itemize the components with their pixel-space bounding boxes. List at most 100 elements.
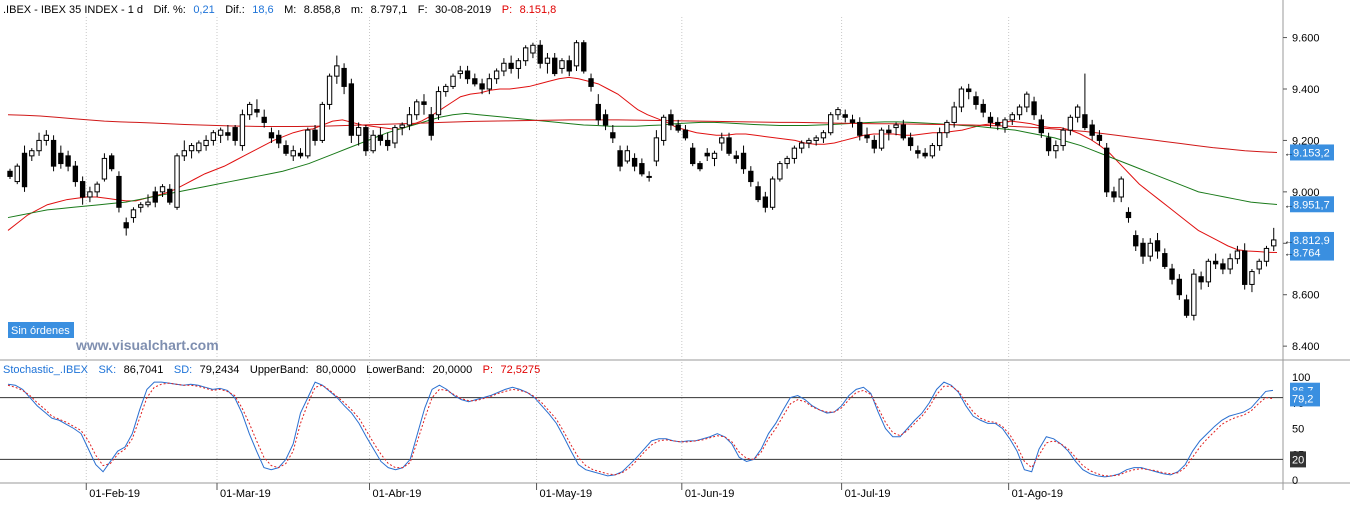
stoch-tick-label: 0	[1292, 475, 1298, 487]
price-tag-label: 9.153,2	[1293, 147, 1330, 159]
candle	[639, 163, 645, 175]
month-label: 01-Feb-19	[89, 488, 140, 500]
candle	[1133, 235, 1139, 247]
candle	[109, 155, 115, 170]
candle	[334, 65, 340, 77]
candle	[1111, 191, 1117, 198]
month-label: 01-Ago-19	[1012, 488, 1063, 500]
candle	[835, 109, 841, 116]
dif-pct-value: 0,21	[193, 4, 214, 16]
dif-label: Dif.:	[225, 4, 245, 16]
candle	[1104, 147, 1110, 193]
candle	[929, 145, 936, 157]
candle	[486, 78, 493, 90]
candle	[1249, 271, 1255, 285]
candle	[1242, 250, 1248, 285]
candle	[878, 129, 885, 149]
candle	[559, 60, 565, 69]
stoch-value-tag	[1290, 390, 1320, 407]
candle	[697, 163, 703, 170]
candle	[849, 119, 856, 123]
candle	[435, 91, 442, 116]
candle	[167, 188, 173, 203]
candle	[1016, 106, 1023, 116]
candle	[217, 129, 224, 136]
stoch-sd-value: 79,2434	[200, 364, 240, 376]
candle	[1060, 129, 1066, 147]
candle	[1147, 242, 1153, 257]
price-tag-label: 8.951,7	[1293, 199, 1330, 211]
candle	[145, 201, 151, 206]
candle	[762, 196, 769, 208]
candle	[1031, 101, 1037, 116]
candle	[1205, 260, 1212, 283]
candle	[370, 134, 376, 152]
stoch-value-label: 79,2	[1292, 393, 1313, 405]
candle	[29, 150, 35, 157]
candle	[79, 181, 86, 198]
candle	[7, 170, 13, 177]
candle	[653, 137, 660, 162]
stoch-series-sd	[7, 382, 1274, 477]
stoch-upper-value: 80,0000	[316, 364, 356, 376]
candle	[602, 114, 609, 126]
candle	[479, 83, 485, 90]
stoch-name: Stochastic_.IBEX	[3, 364, 89, 376]
candle	[915, 150, 921, 154]
candle	[1227, 258, 1233, 270]
candle	[1162, 253, 1168, 267]
candle	[922, 152, 928, 157]
candle	[791, 147, 798, 159]
candle	[828, 114, 834, 134]
candle	[1234, 250, 1241, 260]
candle	[813, 137, 819, 141]
price-tag	[1290, 231, 1334, 248]
stochastic-lines	[0, 381, 1283, 478]
candle	[566, 60, 572, 72]
candle	[501, 62, 507, 72]
candle	[1096, 134, 1103, 141]
candle	[682, 129, 689, 139]
candle	[348, 83, 355, 136]
candle	[1082, 114, 1088, 129]
candle	[341, 67, 347, 87]
candle	[581, 42, 587, 72]
candle	[159, 186, 166, 193]
stoch-value-label: 20	[1292, 454, 1304, 466]
stoch-tick-label: 100	[1292, 372, 1310, 384]
candle	[668, 114, 674, 126]
candle	[421, 101, 427, 105]
candle	[1169, 268, 1175, 280]
candle	[305, 129, 311, 157]
stoch-sd-label: SD:	[174, 364, 192, 376]
candle	[995, 121, 1001, 126]
max-value: 8.858,8	[304, 4, 341, 16]
candle	[414, 101, 420, 116]
candle	[493, 70, 500, 80]
candle	[987, 116, 994, 123]
candle	[588, 78, 594, 87]
candle	[384, 139, 391, 147]
candle	[1212, 260, 1219, 265]
month-label: 01-May-19	[540, 488, 593, 500]
candle	[733, 155, 739, 159]
candle	[457, 70, 463, 75]
candle	[508, 62, 514, 69]
candle	[101, 157, 108, 180]
candle	[1263, 247, 1270, 262]
candle	[188, 145, 195, 152]
candle	[907, 137, 914, 147]
candle	[443, 85, 449, 93]
price-tag-arrow: ←	[1284, 148, 1294, 159]
candle	[966, 88, 972, 93]
candle	[1198, 276, 1204, 283]
candle	[14, 165, 20, 183]
orders-badge[interactable]	[8, 322, 74, 338]
candle	[944, 121, 950, 134]
candle	[624, 150, 631, 162]
candle	[1024, 93, 1030, 108]
stoch-sk-value: 86,7041	[124, 364, 164, 376]
candlesticks[interactable]	[7, 40, 1277, 321]
